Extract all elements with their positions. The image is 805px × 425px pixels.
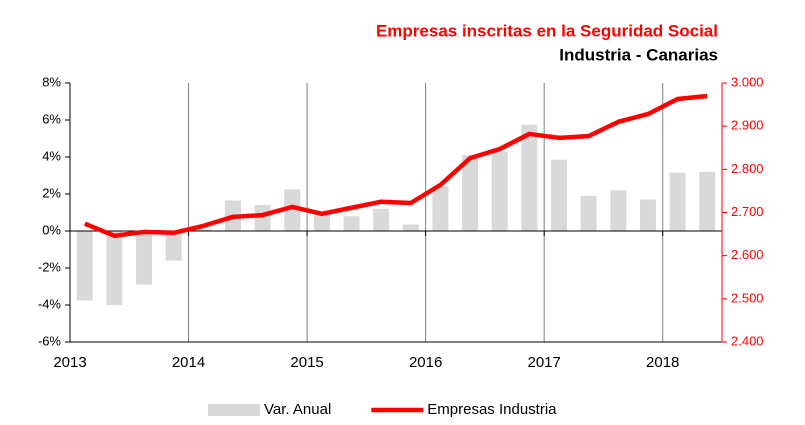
bar — [313, 214, 330, 231]
y-tick-label: -6% — [38, 333, 62, 348]
y2-tick-label: 2.700 — [731, 204, 764, 219]
bar — [343, 216, 360, 231]
y2-tick-label: 2.500 — [731, 290, 764, 305]
bar — [373, 208, 390, 231]
bar — [610, 190, 627, 231]
y-tick-label: 4% — [42, 148, 61, 163]
x-tick-label: 2015 — [290, 354, 323, 371]
y-tick-label: -2% — [38, 259, 62, 274]
bar — [580, 195, 597, 231]
legend-swatch — [208, 404, 260, 416]
bar — [699, 171, 716, 231]
y2-tick-label: 2.900 — [731, 118, 764, 133]
bar — [165, 231, 182, 261]
y2-tick-label: 2.400 — [731, 333, 764, 348]
bar — [136, 231, 153, 285]
y2-tick-label: 2.600 — [731, 247, 764, 262]
x-tick-label: 2014 — [172, 354, 205, 371]
y-tick-label: 0% — [42, 222, 61, 237]
bar — [462, 155, 479, 231]
y-tick-label: 6% — [42, 111, 61, 126]
chart-title: Empresas inscritas en la Seguridad Socia… — [376, 21, 718, 40]
bar — [106, 231, 123, 305]
bar — [521, 124, 538, 231]
bar — [432, 186, 449, 231]
bar — [284, 189, 301, 231]
x-tick-label: 2016 — [409, 354, 442, 371]
y-tick-label: 2% — [42, 185, 61, 200]
bar — [195, 229, 212, 231]
bar — [491, 151, 508, 231]
x-tick-label: 2018 — [646, 354, 679, 371]
bar — [639, 199, 656, 231]
bar — [550, 159, 568, 231]
y2-tick-label: 3.000 — [731, 74, 764, 89]
line-series — [83, 93, 708, 239]
legend-label: Empresas Industria — [427, 401, 557, 418]
y-tick-label: -4% — [38, 296, 62, 311]
bar — [254, 205, 271, 231]
y2-tick-label: 2.800 — [731, 161, 764, 176]
y-tick-label: 8% — [42, 74, 61, 89]
x-tick-label: 2013 — [53, 354, 86, 371]
chart-subtitle: Industria - Canarias — [559, 45, 718, 64]
x-tick-label: 2017 — [527, 354, 560, 371]
bar — [402, 224, 419, 231]
bar — [669, 172, 686, 231]
legend-label: Var. Anual — [264, 401, 331, 418]
bar — [76, 231, 93, 301]
